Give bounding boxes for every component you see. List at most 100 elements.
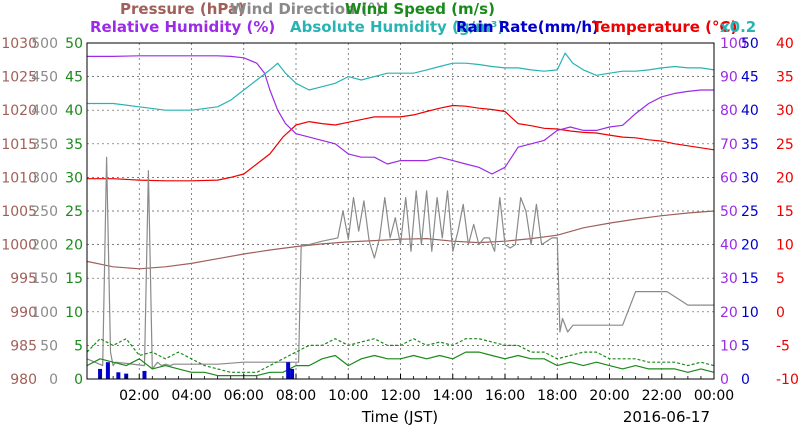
rain-rate-bar xyxy=(116,372,121,379)
legend-entry-rain-rate-mm-h: Rain Rate(mm/h) xyxy=(456,18,599,36)
x-tick-label: 20:00 xyxy=(589,388,629,404)
y-tick-label-relative-humidity: 60 xyxy=(720,170,738,186)
y-tick-label-rain-rate-mm-h: 35 xyxy=(741,137,759,153)
y-tick-label-rain-rate-mm-h: 50 xyxy=(741,36,759,52)
y-tick-label-rain-rate-mm-h: 10 xyxy=(741,305,759,321)
y-tick-label-wind-speed-m-s: 25 xyxy=(65,204,83,220)
series-line-wind-speed-m-s xyxy=(86,351,715,377)
y-tick-label-temperature-c: 0 xyxy=(776,305,785,321)
y-tick-label-rain-rate-mm-h: 20 xyxy=(741,238,759,254)
legend: Pressure (hPa)Wind Direction (°)Wind Spe… xyxy=(90,0,756,36)
rain-rate-bar xyxy=(98,368,103,379)
x-tick-label: 04:00 xyxy=(171,388,211,404)
date-label: 2016-06-17 xyxy=(623,408,710,426)
y-tick-label-wind-direction: 0 xyxy=(49,372,58,388)
y-tick-label-relative-humidity: 80 xyxy=(720,103,738,119)
x-tick-label: 22:00 xyxy=(642,388,682,404)
y-tick-label-relative-humidity: 20 xyxy=(720,305,738,321)
y-tick-label-rain-rate-mm-h: 0 xyxy=(741,372,750,388)
y-tick-label-wind-speed-m-s: 30 xyxy=(65,170,83,186)
series-line-wind-direction xyxy=(86,156,714,370)
legend-entry-wind-speed-m-s: Wind Speed (m/s) xyxy=(345,0,495,18)
y-tick-label-wind-speed-m-s: 15 xyxy=(65,271,83,287)
y-tick-label-wind-speed-m-s: 45 xyxy=(65,70,83,86)
y-tick-label-relative-humidity: 100 xyxy=(720,36,747,52)
series-line-wind-speed-gust-m-s xyxy=(86,338,715,373)
series-line-temperature-c xyxy=(87,104,715,182)
y-tick-label-temperature-c: 40 xyxy=(776,36,794,52)
y-tick-label-temperature-c: 20 xyxy=(776,170,794,186)
y-tick-label-pressure-hpa: 1030 xyxy=(1,36,37,52)
x-axis-title: Time (JST) xyxy=(361,408,438,426)
axes: 9809859909951000100510101015102010251030… xyxy=(1,36,799,404)
y-tick-label-wind-speed-m-s: 0 xyxy=(74,372,83,388)
y-tick-label-wind-speed-m-s: 10 xyxy=(65,305,83,321)
x-tick-label: 06:00 xyxy=(224,388,264,404)
rain-rate-bar xyxy=(142,370,147,379)
legend-entry-x0-2: x0.2 xyxy=(720,18,756,36)
y-tick-label-wind-direction: 150 xyxy=(31,271,58,287)
legend-entry-temperature-c: Temperature (°C) xyxy=(592,18,737,36)
legend-entry-relative-humidity: Relative Humidity (%) xyxy=(90,18,275,36)
y-tick-label-relative-humidity: 30 xyxy=(720,271,738,287)
y-tick-label-wind-direction: 500 xyxy=(31,36,58,52)
legend-entry-wind-direction: Wind Direction (°) xyxy=(230,0,382,18)
x-tick-label: 16:00 xyxy=(485,388,525,404)
y-tick-label-pressure-hpa: 1025 xyxy=(1,70,37,86)
rain-rate-bar xyxy=(290,368,295,379)
y-tick-label-temperature-c: -5 xyxy=(776,338,790,354)
series-layer xyxy=(86,52,715,379)
y-tick-label-rain-rate-mm-h: 40 xyxy=(741,103,759,119)
y-tick-label-wind-direction: 50 xyxy=(40,338,58,354)
y-tick-label-pressure-hpa: 1020 xyxy=(1,103,37,119)
x-tick-label: 02:00 xyxy=(119,388,159,404)
y-tick-label-rain-rate-mm-h: 30 xyxy=(741,170,759,186)
y-tick-label-wind-speed-m-s: 5 xyxy=(74,338,83,354)
y-tick-label-pressure-hpa: 990 xyxy=(10,305,37,321)
x-tick-label: 18:00 xyxy=(537,388,577,404)
y-tick-label-rain-rate-mm-h: 45 xyxy=(741,70,759,86)
y-tick-label-relative-humidity: 0 xyxy=(720,372,729,388)
y-tick-label-wind-speed-m-s: 35 xyxy=(65,137,83,153)
y-tick-label-temperature-c: 10 xyxy=(776,238,794,254)
y-tick-label-relative-humidity: 90 xyxy=(720,70,738,86)
y-tick-label-rain-rate-mm-h: 15 xyxy=(741,271,759,287)
y-tick-label-pressure-hpa: 1010 xyxy=(1,170,37,186)
y-tick-label-relative-humidity: 70 xyxy=(720,137,738,153)
y-tick-label-wind-direction: 350 xyxy=(31,137,58,153)
legend-entry-absolute-humidity-g-m: Absolute Humidity (g/m³) xyxy=(290,18,504,36)
y-tick-label-wind-speed-m-s: 40 xyxy=(65,103,83,119)
y-tick-label-temperature-c: 15 xyxy=(776,204,794,220)
y-tick-label-wind-direction: 300 xyxy=(31,170,58,186)
y-tick-label-rain-rate-mm-h: 25 xyxy=(741,204,759,220)
y-tick-label-temperature-c: -10 xyxy=(776,372,799,388)
series-line-relative-humidity xyxy=(87,55,714,175)
y-tick-label-temperature-c: 30 xyxy=(776,103,794,119)
x-tick-label: 14:00 xyxy=(433,388,473,404)
y-tick-label-rain-rate-mm-h: 5 xyxy=(741,338,750,354)
y-tick-label-wind-direction: 100 xyxy=(31,305,58,321)
y-tick-label-temperature-c: 25 xyxy=(776,137,794,153)
y-tick-label-relative-humidity: 50 xyxy=(720,204,738,220)
x-tick-label: 12:00 xyxy=(380,388,420,404)
y-tick-label-wind-direction: 250 xyxy=(31,204,58,220)
y-tick-label-relative-humidity: 40 xyxy=(720,238,738,254)
y-tick-label-pressure-hpa: 1000 xyxy=(1,238,37,254)
y-tick-label-temperature-c: 5 xyxy=(776,271,785,287)
y-tick-label-pressure-hpa: 980 xyxy=(10,372,37,388)
rain-rate-bar xyxy=(105,362,110,379)
y-tick-label-wind-direction: 450 xyxy=(31,70,58,86)
y-tick-label-wind-direction: 200 xyxy=(31,238,58,254)
rain-rate-bar xyxy=(286,362,291,379)
y-tick-label-wind-direction: 400 xyxy=(31,103,58,119)
y-tick-label-wind-speed-m-s: 50 xyxy=(65,36,83,52)
y-tick-label-pressure-hpa: 1005 xyxy=(1,204,37,220)
y-tick-label-wind-speed-m-s: 20 xyxy=(65,238,83,254)
y-tick-label-pressure-hpa: 995 xyxy=(10,271,37,287)
legend-entry-pressure-hpa: Pressure (hPa) xyxy=(120,0,245,18)
series-line-absolute-humidity-g-m xyxy=(87,52,715,111)
x-tick-label: 00:00 xyxy=(694,388,734,404)
x-tick-label: 08:00 xyxy=(276,388,316,404)
y-tick-label-relative-humidity: 10 xyxy=(720,338,738,354)
